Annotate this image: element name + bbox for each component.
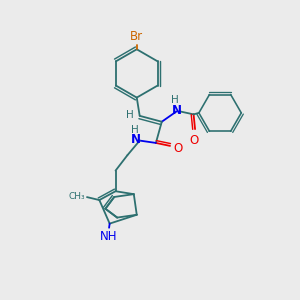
Text: CH₃: CH₃ <box>69 192 85 201</box>
Text: NH: NH <box>99 230 117 243</box>
Text: N: N <box>130 133 141 146</box>
Text: O: O <box>173 142 182 155</box>
Text: Br: Br <box>130 30 143 43</box>
Text: H: H <box>130 125 138 135</box>
Text: H: H <box>126 110 134 120</box>
Text: O: O <box>190 134 199 146</box>
Text: H: H <box>171 95 179 105</box>
Text: N: N <box>172 104 182 117</box>
